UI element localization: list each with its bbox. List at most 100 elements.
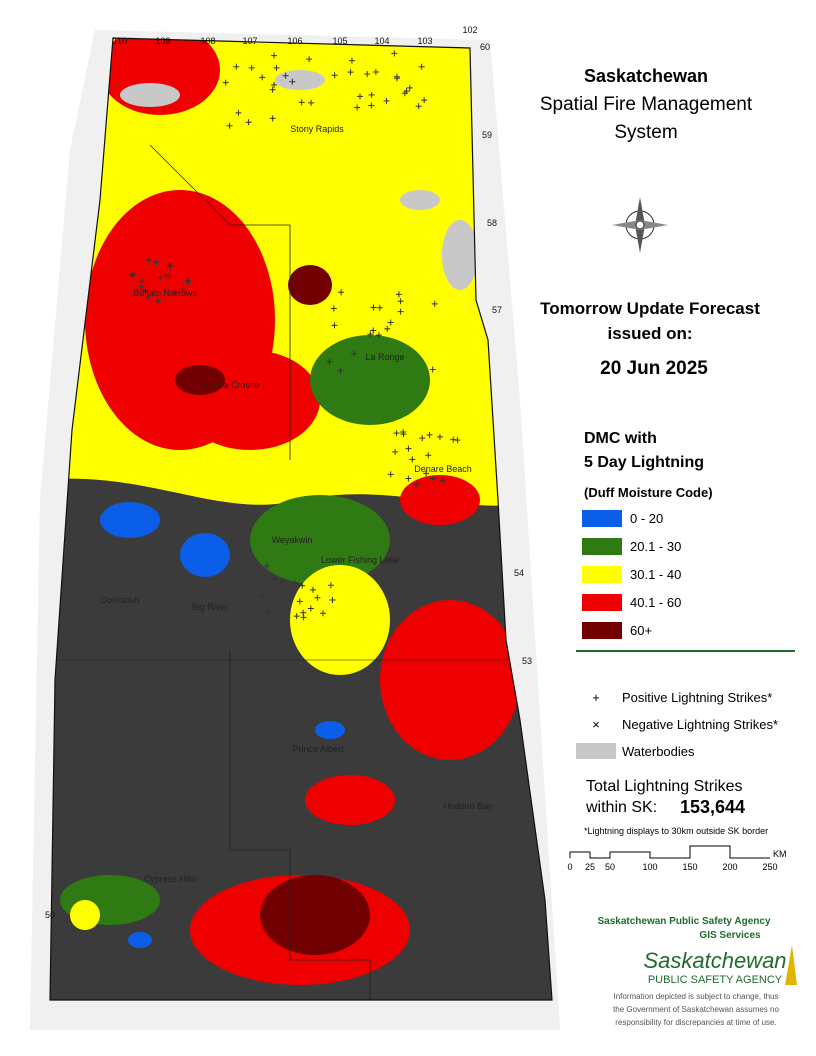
strike-mark: [293, 613, 300, 620]
strike-mark: [393, 430, 400, 437]
strike-mark: [403, 88, 410, 95]
strike-mark: [375, 332, 382, 339]
longitude-label: 103: [417, 36, 432, 46]
legend-subtitle: (Duff Moisture Code): [584, 485, 713, 500]
strike-mark: [393, 75, 400, 82]
strike-mark: [155, 297, 162, 304]
strike-mark: [376, 304, 383, 311]
strike-mark: [308, 99, 315, 106]
agency-unit: GIS Services: [699, 930, 761, 941]
strike-mark: [406, 84, 413, 91]
strike-mark: [405, 475, 412, 482]
legend-swatch: [576, 743, 616, 759]
place-label: Ile-a-la-Crosse: [200, 380, 259, 390]
title: Saskatchewan: [584, 66, 708, 86]
longitude-label: 107: [242, 36, 257, 46]
place-label: Big River: [192, 602, 229, 612]
strike-mark: [419, 435, 426, 442]
strike-mark: [153, 259, 160, 266]
strike-mark: [327, 582, 334, 589]
strike-mark: [282, 72, 289, 79]
strike-mark: [184, 277, 191, 284]
strike-mark: [319, 610, 326, 617]
latitude-label: 57: [492, 305, 502, 315]
strike-mark: [387, 471, 394, 478]
subtitle: System: [614, 122, 677, 143]
scale-tick-label: 50: [605, 862, 615, 872]
strike-mark: [331, 72, 338, 79]
subtitle: Spatial Fire Management: [540, 94, 753, 115]
place-label: Prince Albert: [292, 744, 344, 754]
scale-tick-label: 250: [762, 862, 777, 872]
strike-mark: [409, 456, 416, 463]
strike-mark: [367, 331, 374, 338]
place-label: Weyakwin: [272, 535, 313, 545]
strike-mark: [222, 79, 229, 86]
strike-mark: [130, 271, 137, 278]
strike-mark: [400, 429, 407, 436]
strike-mark: [348, 57, 355, 64]
place-label: Buffalo Narrows: [133, 288, 197, 298]
strike-mark: [347, 69, 354, 76]
longitude-label: 105: [332, 36, 347, 46]
place-label: Denare Beach: [414, 464, 472, 474]
strike-mark: [278, 579, 285, 586]
longitude-label: 110: [113, 36, 127, 46]
strike-mark: [423, 470, 430, 477]
disclaimer: Information depicted is subject to chang…: [614, 992, 779, 1001]
legend-label: 40.1 - 60: [630, 595, 681, 610]
strike-mark: [372, 69, 379, 76]
longitude-label: 109: [155, 36, 170, 46]
forecast-date: 20 Jun 2025: [600, 358, 708, 379]
strike-mark: [330, 305, 337, 312]
strike-mark: [298, 99, 305, 106]
map: Stony Rapids Buffalo Narrows La Ronge Ile-a…: [30, 25, 560, 1030]
strike-mark: [233, 63, 240, 70]
legend-swatch: [582, 622, 622, 639]
strike-mark: [368, 91, 375, 98]
strike-mark: [387, 319, 394, 326]
logo-title: Saskatchewan: [643, 948, 786, 973]
legend-label: 60+: [630, 623, 652, 638]
strike-mark: [179, 286, 186, 293]
latitude-label: 53: [522, 656, 532, 666]
strike-mark: [306, 56, 313, 63]
strike-mark: [248, 64, 255, 71]
scale-tick-label: 25: [585, 862, 595, 872]
strike-mark: [326, 358, 333, 365]
forecast-line: Tomorrow Update Forecast: [540, 299, 760, 318]
strike-mark: [450, 436, 457, 443]
strike-mark: [226, 122, 233, 129]
scale-tick-label: 150: [682, 862, 697, 872]
scale-tick-label: 100: [642, 862, 657, 872]
strike-mark: [299, 582, 306, 589]
disclaimer: the Government of Saskatchewan assumes n…: [613, 1005, 779, 1014]
strike-mark: [351, 350, 358, 357]
legend-swatch: [582, 566, 622, 583]
strike-mark: [292, 580, 299, 587]
strike-mark: [172, 288, 179, 295]
strike-mark: [271, 576, 278, 583]
strike-mark: [415, 103, 422, 110]
strike-mark: [145, 294, 152, 301]
strike-mark: [397, 308, 404, 315]
strike-mark: [370, 304, 377, 311]
strike-mark: [289, 78, 296, 85]
strike-mark: [331, 322, 338, 329]
longitude-label: 104: [374, 36, 389, 46]
scale-bar: 0 25 50 100 150 200 250 KM: [567, 845, 787, 872]
legend-title: 5 Day Lightning: [584, 454, 704, 471]
legend-swatch: [582, 510, 622, 527]
legend: 0 - 20 20.1 - 30 30.1 - 40 40.1 - 60 60+: [582, 510, 681, 639]
scale-line: [569, 845, 770, 859]
legend-label: 20.1 - 30: [630, 539, 681, 554]
strike-mark: [235, 109, 242, 116]
strike-mark: [245, 119, 252, 126]
latitude-label: 54: [514, 568, 524, 578]
symbol-legend: + Positive Lightning Strikes* × Negative Li…: [576, 690, 778, 759]
strike-mark: [271, 52, 278, 59]
strike-mark: [384, 325, 391, 332]
strike-mark: [166, 262, 173, 269]
strike-mark: [338, 289, 345, 296]
